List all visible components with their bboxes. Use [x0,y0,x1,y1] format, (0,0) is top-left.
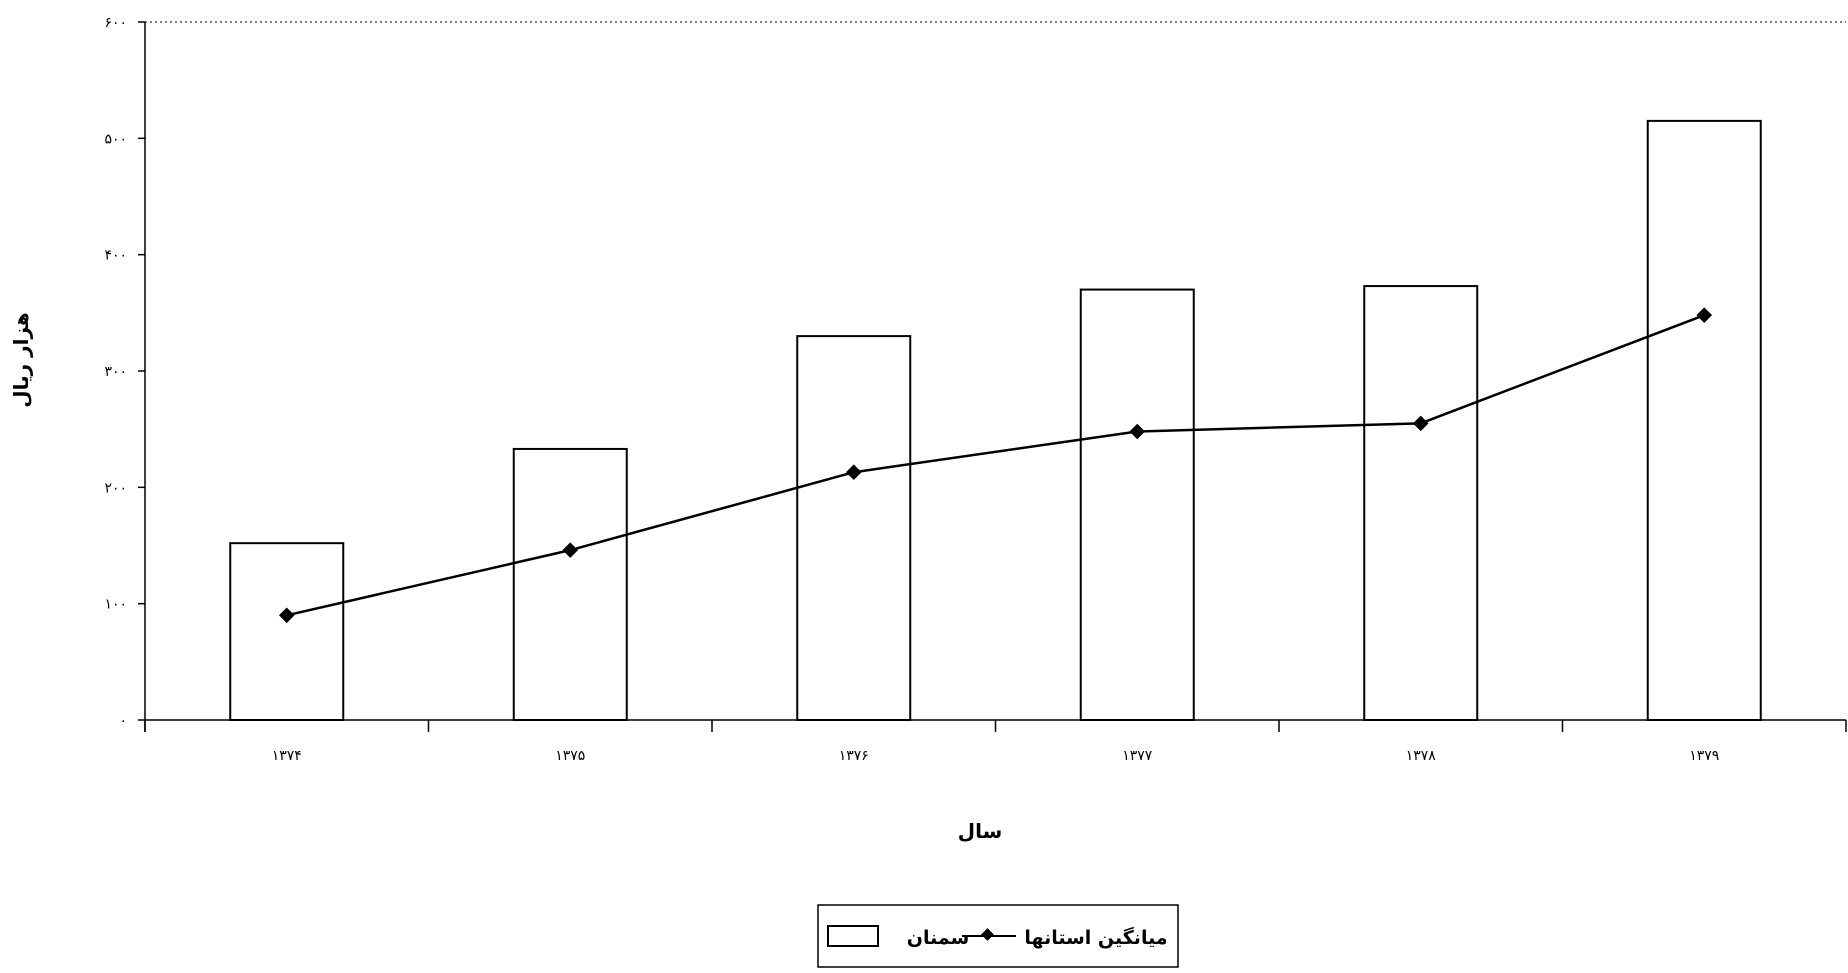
y-tick-label: ۰ [119,713,127,729]
bar [229,542,345,721]
x-tick-label: ۱۳۷۶ [839,748,869,764]
y-axis-title: هزار ریال [9,312,33,408]
x-axis-title: سال [958,819,1003,843]
y-tick-label: ۴۰۰ [104,248,127,264]
bar [1363,285,1479,721]
bar [796,335,912,721]
y-axis-ticks: ۰ ۱۰۰ ۲۰۰ ۳۰۰ ۴۰۰ ۵۰۰ ۶۰۰ [104,15,145,729]
series-line [286,313,1705,617]
x-axis-ticks: ۱۳۷۴ ۱۳۷۵ ۱۳۷۶ ۱۳۷۷ ۱۳۷۸ ۱۳۷۹ [144,720,1847,764]
x-tick-label: ۱۳۷۸ [1406,748,1437,764]
y-tick-label: ۱۰۰ [104,597,127,613]
x-tick-label: ۱۳۷۹ [1689,748,1719,764]
bar [1079,288,1195,721]
legend-line-label: میانگین استانها [1024,926,1167,949]
legend-bar-label: سمنان [907,927,970,949]
bar [512,447,628,721]
line-point [562,542,579,558]
line-point [1412,415,1429,432]
legend: سمنان میانگین استانها [817,904,1179,968]
y-tick-label: ۲۰۰ [104,480,127,496]
legend-bar-swatch [827,925,879,947]
line-point [1129,423,1146,440]
x-tick-label: ۱۳۷۵ [555,748,585,764]
y-tick-label: ۳۰۰ [104,364,127,380]
x-tick-label: ۱۳۷۴ [272,748,302,764]
plot-frame [144,21,1846,732]
bar-series [229,119,1762,721]
x-tick-label: ۱۳۷۷ [1122,748,1153,764]
line-series [278,307,1713,624]
y-tick-label: ۶۰۰ [104,15,127,31]
bar [1646,119,1762,721]
line-point [1696,307,1713,323]
y-tick-label: ۵۰۰ [104,131,127,147]
